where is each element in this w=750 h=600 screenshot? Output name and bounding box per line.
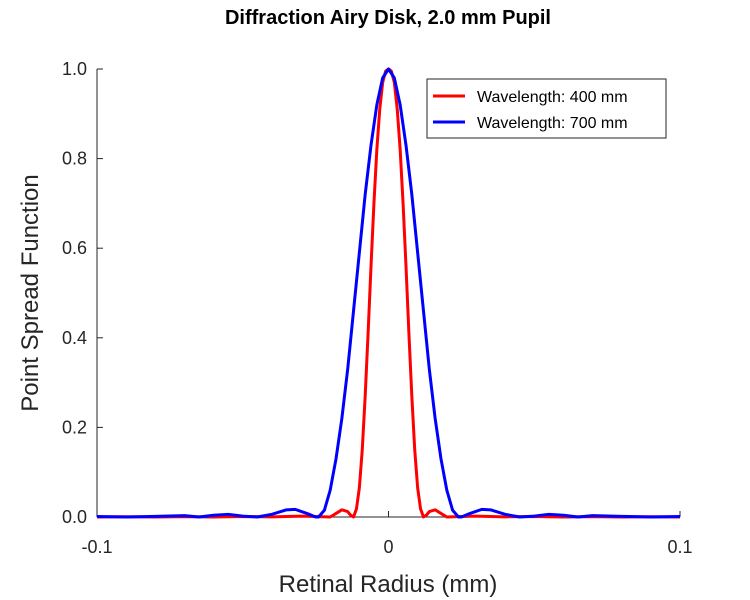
- legend-label-1: Wavelength: 400 mm: [477, 89, 628, 106]
- chart-title: Diffraction Airy Disk, 2.0 mm Pupil: [225, 7, 551, 29]
- plot-area: 0.0 0.2 0.4 0.6 0.8 1.0 -0.1 0 0.1: [62, 59, 693, 557]
- legend-box: [426, 78, 667, 139]
- y-tick-label: 1.0: [62, 59, 87, 79]
- y-tick-label: 0.0: [62, 507, 87, 527]
- chart-legend: Wavelength: 400 mm Wavelength: 700 mm: [426, 78, 667, 139]
- series-line-2: [96, 67, 681, 519]
- x-tick-label: -0.1: [81, 537, 112, 557]
- y-tick-label: 0.2: [62, 417, 87, 437]
- y-tick-label: 0.6: [62, 238, 87, 258]
- y-tick-label: 0.4: [62, 328, 87, 348]
- x-tick-label: 0.1: [667, 537, 692, 557]
- x-tick-label: 0: [383, 537, 393, 557]
- x-axis-label: Retinal Radius (mm): [279, 571, 498, 598]
- y-axis-label: Point Spread Function: [17, 174, 44, 411]
- y-tick-label: 0.8: [62, 149, 87, 169]
- legend-label-2: Wavelength: 700 mm: [477, 115, 628, 132]
